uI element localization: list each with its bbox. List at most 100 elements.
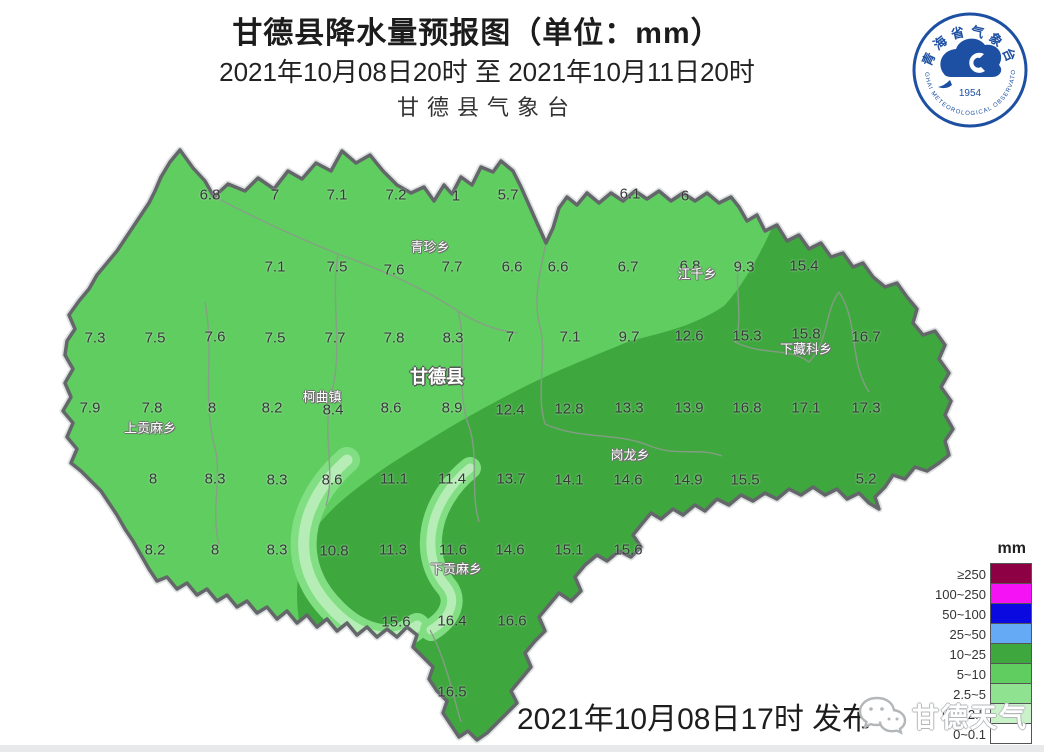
legend-item: 5~10 [935, 663, 1032, 684]
precip-value: 13.7 [496, 470, 526, 488]
precip-value: 8.3 [266, 541, 288, 559]
precip-value: 8.3 [442, 329, 464, 347]
precip-value: 11.6 [438, 541, 468, 559]
precip-value: 17.1 [791, 399, 821, 417]
precip-value: 15.8 [791, 325, 821, 343]
precip-value: 12.6 [674, 327, 704, 345]
legend-item-label: 50~100 [942, 606, 986, 622]
precip-value: 17.3 [851, 399, 881, 417]
precip-value: 8.3 [266, 471, 288, 489]
cloud-swirl-icon [938, 38, 1002, 89]
legend-item-label: ≥250 [957, 566, 986, 582]
watermark: 甘德天气 [856, 694, 1028, 736]
township-label: 上贡麻乡 [123, 420, 177, 436]
precip-value: 16.5 [437, 683, 467, 701]
township-label: 下藏科乡 [779, 341, 833, 357]
precip-value: 8.6 [321, 471, 343, 489]
legend-item-label: 100~250 [935, 586, 986, 602]
township-label: 江千乡 [677, 266, 717, 282]
precip-value: 15.4 [789, 257, 819, 275]
precip-value: 16.7 [851, 328, 881, 346]
county-name-label: 甘德县 [410, 367, 464, 387]
legend-item: 10~25 [935, 643, 1032, 664]
precip-value: 8.4 [322, 401, 344, 419]
legend-item-swatch [990, 583, 1032, 604]
precip-value: 6.1 [619, 185, 641, 203]
precip-value: 16.6 [497, 612, 527, 630]
precip-value: 7.1 [559, 328, 581, 346]
precip-value: 8 [148, 470, 158, 488]
legend-item-swatch [990, 563, 1032, 584]
legend-item-swatch [990, 603, 1032, 624]
township-label: 青珍乡 [410, 239, 450, 255]
precip-value: 6.8 [199, 186, 221, 204]
legend-item-swatch [990, 663, 1032, 684]
legend-item-label: 0.1~2.5 [942, 706, 986, 722]
forecast-period: 2021年10月08日20时 至 2021年10月11日20时 [219, 57, 755, 87]
precip-value: 8 [207, 399, 217, 417]
legend-item: ≥250 [935, 563, 1032, 584]
precip-value: 6.7 [617, 258, 639, 276]
township-label: 柯曲镇 [302, 389, 342, 405]
precip-value: 15.5 [730, 471, 760, 489]
precip-value: 6 [680, 187, 690, 205]
precip-value: 8.2 [261, 399, 283, 417]
precip-value: 12.4 [495, 401, 525, 419]
legend-item-swatch [990, 643, 1032, 664]
precip-value: 8.2 [144, 541, 166, 559]
precip-value: 8.3 [204, 470, 226, 488]
precip-value: 7.7 [441, 258, 463, 276]
precip-value: 14.1 [554, 471, 584, 489]
precip-value: 14.6 [495, 541, 525, 559]
legend-item: 0~0.1 [935, 723, 1032, 744]
agency-name: 甘德县气象台 [396, 95, 577, 120]
observatory-seal-logo: 青海省气象台 QINGHAI METEOROLOGICAL OBSERVATOR… [908, 10, 1028, 128]
precip-value: 7.1 [264, 258, 286, 276]
legend-item-label: 5~10 [956, 666, 986, 682]
legend-item-swatch [990, 723, 1032, 744]
precip-value: 16.4 [437, 612, 467, 630]
township-boundaries [204, 196, 870, 723]
precip-value: 14.9 [673, 471, 703, 489]
precip-value: 7.8 [383, 329, 405, 347]
legend-rows: ≥250 100~250 50~100 25~50 10~25 5~10 2.5~5 0.1~… [935, 563, 1032, 744]
legend-item: 100~250 [935, 583, 1032, 604]
precip-value: 9.7 [618, 328, 640, 346]
precip-value: 7 [270, 186, 280, 204]
precip-value: 12.8 [554, 400, 584, 418]
page-title: 甘德县降水量预报图（单位：mm） [232, 17, 722, 50]
legend-item: 25~50 [935, 623, 1032, 644]
precip-value: 5.7 [497, 186, 519, 204]
precip-value: 7.6 [204, 328, 226, 346]
precip-value: 1 [451, 187, 461, 205]
precip-value: 9.3 [733, 258, 755, 276]
legend-item-label: 2.5~5 [953, 686, 986, 702]
precip-value: 15.1 [554, 541, 584, 559]
precip-value: 7.6 [383, 261, 405, 279]
legend-item-label: 10~25 [949, 646, 986, 662]
township-label: 下贡麻乡 [429, 561, 483, 577]
precip-value: 7.5 [264, 329, 286, 347]
precip-value: 15.6 [613, 541, 643, 559]
precip-value: 6.6 [501, 258, 523, 276]
watermark-text: 甘德天气 [912, 702, 1028, 733]
legend-item: 0.1~2.5 [935, 703, 1032, 724]
precip-value: 10.8 [319, 542, 349, 560]
precip-value: 7.9 [79, 399, 101, 417]
precip-value: 8.6 [380, 399, 402, 417]
precip-value: 7.5 [326, 258, 348, 276]
legend-item-swatch [990, 623, 1032, 644]
precip-value: 8 [210, 541, 220, 559]
precip-value: 11.1 [379, 470, 409, 488]
issued-time-label: 2021年10月08日17时 发布 [517, 703, 873, 736]
precip-value: 11.4 [437, 470, 467, 488]
precip-value: 7.8 [141, 399, 163, 417]
precip-value: 7.5 [144, 329, 166, 347]
township-label: 岗龙乡 [610, 447, 650, 463]
precip-value: 11.3 [378, 541, 408, 559]
precip-value: 6.8 [679, 257, 701, 275]
precip-value: 7 [505, 328, 515, 346]
precip-value: 7.7 [324, 329, 346, 347]
